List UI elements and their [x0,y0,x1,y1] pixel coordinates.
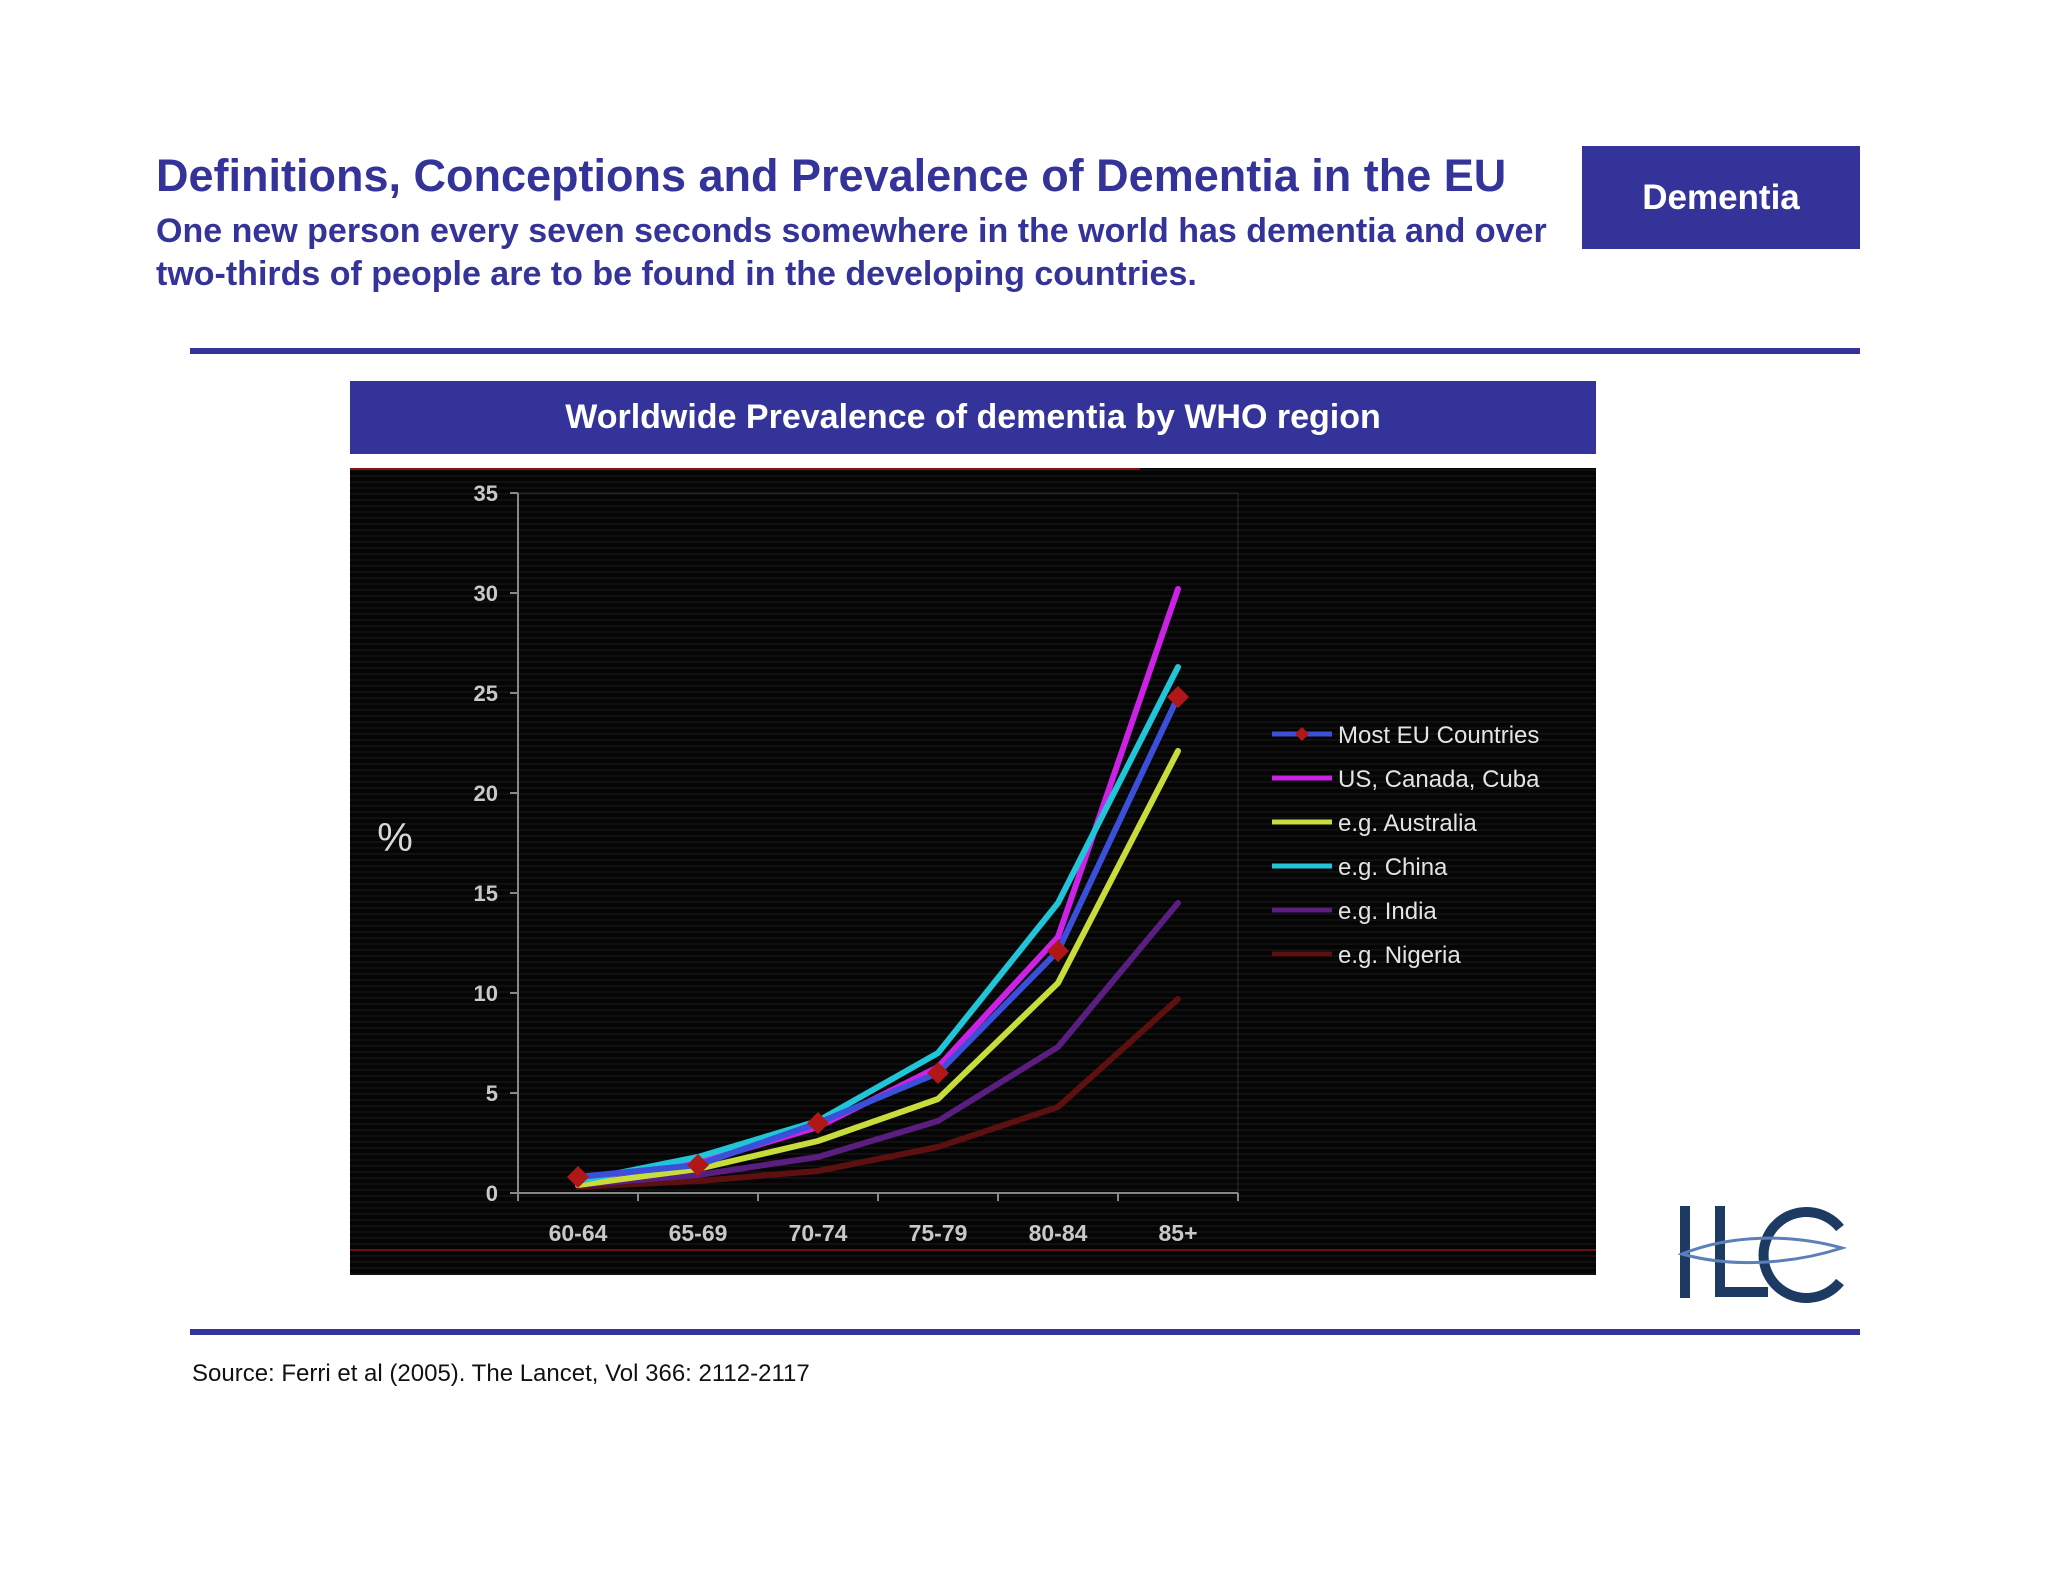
y-axis-label: % [377,816,413,860]
bottom-divider [190,1329,1860,1335]
data-point-marker [1167,686,1189,708]
x-tick-label: 75-79 [909,1220,968,1246]
data-point-marker [567,1166,589,1188]
x-tick-label: 65-69 [669,1220,728,1246]
legend-label: US, Canada, Cuba [1338,766,1540,793]
x-tick-label: 70-74 [789,1220,848,1246]
page-title: Definitions, Conceptions and Prevalence … [156,150,1507,201]
y-tick-label: 25 [474,681,498,706]
legend-marker [1295,727,1309,741]
data-point-marker [687,1154,709,1176]
chart-banner: Worldwide Prevalence of dementia by WHO … [350,381,1596,454]
legend-label: e.g. Nigeria [1338,942,1461,969]
x-tick-label: 80-84 [1029,1220,1088,1246]
series-line [575,664,1181,1184]
data-point-marker [927,1062,949,1084]
y-tick-label: 20 [474,781,498,806]
source-note: Source: Ferri et al (2005). The Lancet, … [192,1360,810,1387]
data-point-marker [1047,940,1069,962]
y-tick-label: 30 [474,581,498,606]
y-tick-label: 0 [486,1181,498,1206]
data-point-marker [807,1112,829,1134]
y-tick-label: 35 [474,481,498,506]
page-subtitle: One new person every seven seconds somew… [156,212,1547,293]
y-tick-label: 5 [486,1081,498,1106]
top-divider [190,348,1860,354]
chart-panel: 0 5 10 15 20 25 30 35 60-64 65-69 70-74 75-79 80-84 8… [350,468,1596,1275]
x-tick-label: 85+ [1158,1220,1197,1246]
series-line [575,996,1181,1190]
y-tick-label: 10 [474,981,498,1006]
legend-label: e.g. Australia [1338,810,1477,837]
prevalence-line-chart: 0 5 10 15 20 25 30 35 60-64 65-69 70-74 75-79 80-84 8… [350,468,1596,1275]
series-line [575,900,1181,1188]
series-line [575,748,1181,1188]
series-line [575,694,1181,1180]
y-tick-label: 15 [474,881,498,906]
section-tag: Dementia [1582,146,1860,249]
legend-label: e.g. China [1338,854,1448,881]
x-tick-label: 60-64 [549,1220,608,1246]
legend-label: Most EU Countries [1338,722,1539,749]
ilc-logo [1677,1206,1848,1303]
legend-label: e.g. India [1338,898,1437,925]
